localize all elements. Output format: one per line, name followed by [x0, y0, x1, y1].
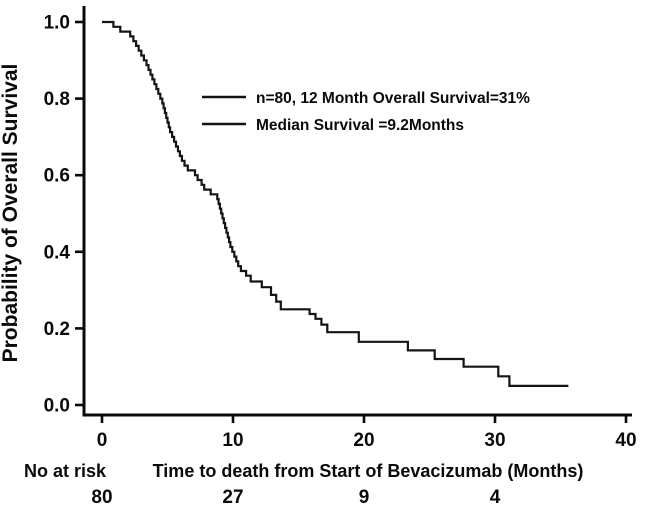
risk-count: 4 — [490, 487, 501, 507]
axis-spines — [82, 6, 632, 417]
x-tick-label: 20 — [353, 430, 374, 451]
axes: 1.0 0.8 0.6 0.4 0.2 0.0 0 10 20 30 40 — [44, 6, 637, 451]
x-tick-label: 0 — [97, 430, 108, 451]
legend-entry-label: Median Survival =9.2Months — [256, 117, 464, 134]
km-step-path — [102, 20, 569, 387]
survival-curve — [102, 20, 569, 387]
y-tick-label: 0.2 — [44, 319, 70, 340]
y-tick-label: 0.8 — [44, 89, 70, 110]
y-tick-label: 1.0 — [44, 13, 70, 34]
x-tick-label: 40 — [615, 430, 636, 451]
y-tick-label: 0.4 — [44, 242, 71, 263]
risk-row-label: No at risk — [24, 461, 107, 481]
x-axis-title: Time to death from Start of Bevacizumab … — [153, 461, 584, 481]
chart-legend: n=80, 12 Month Overall Survival=31% Media… — [202, 90, 530, 134]
risk-count: 9 — [359, 487, 370, 507]
risk-count: 27 — [222, 487, 243, 507]
y-tick-label: 0.0 — [44, 396, 70, 417]
legend-entry-label: n=80, 12 Month Overall Survival=31% — [256, 90, 530, 107]
x-tick-label: 10 — [222, 430, 243, 451]
y-tick-label: 0.6 — [44, 166, 70, 187]
y-axis-title: Probability of Overall Survival — [0, 64, 22, 363]
risk-count: 80 — [91, 487, 112, 507]
number-at-risk-table: No at risk 80 27 9 4 — [24, 461, 501, 507]
axis-titles: Probability of Overall Survival Time to d… — [0, 64, 583, 481]
x-tick-label: 30 — [484, 430, 505, 451]
